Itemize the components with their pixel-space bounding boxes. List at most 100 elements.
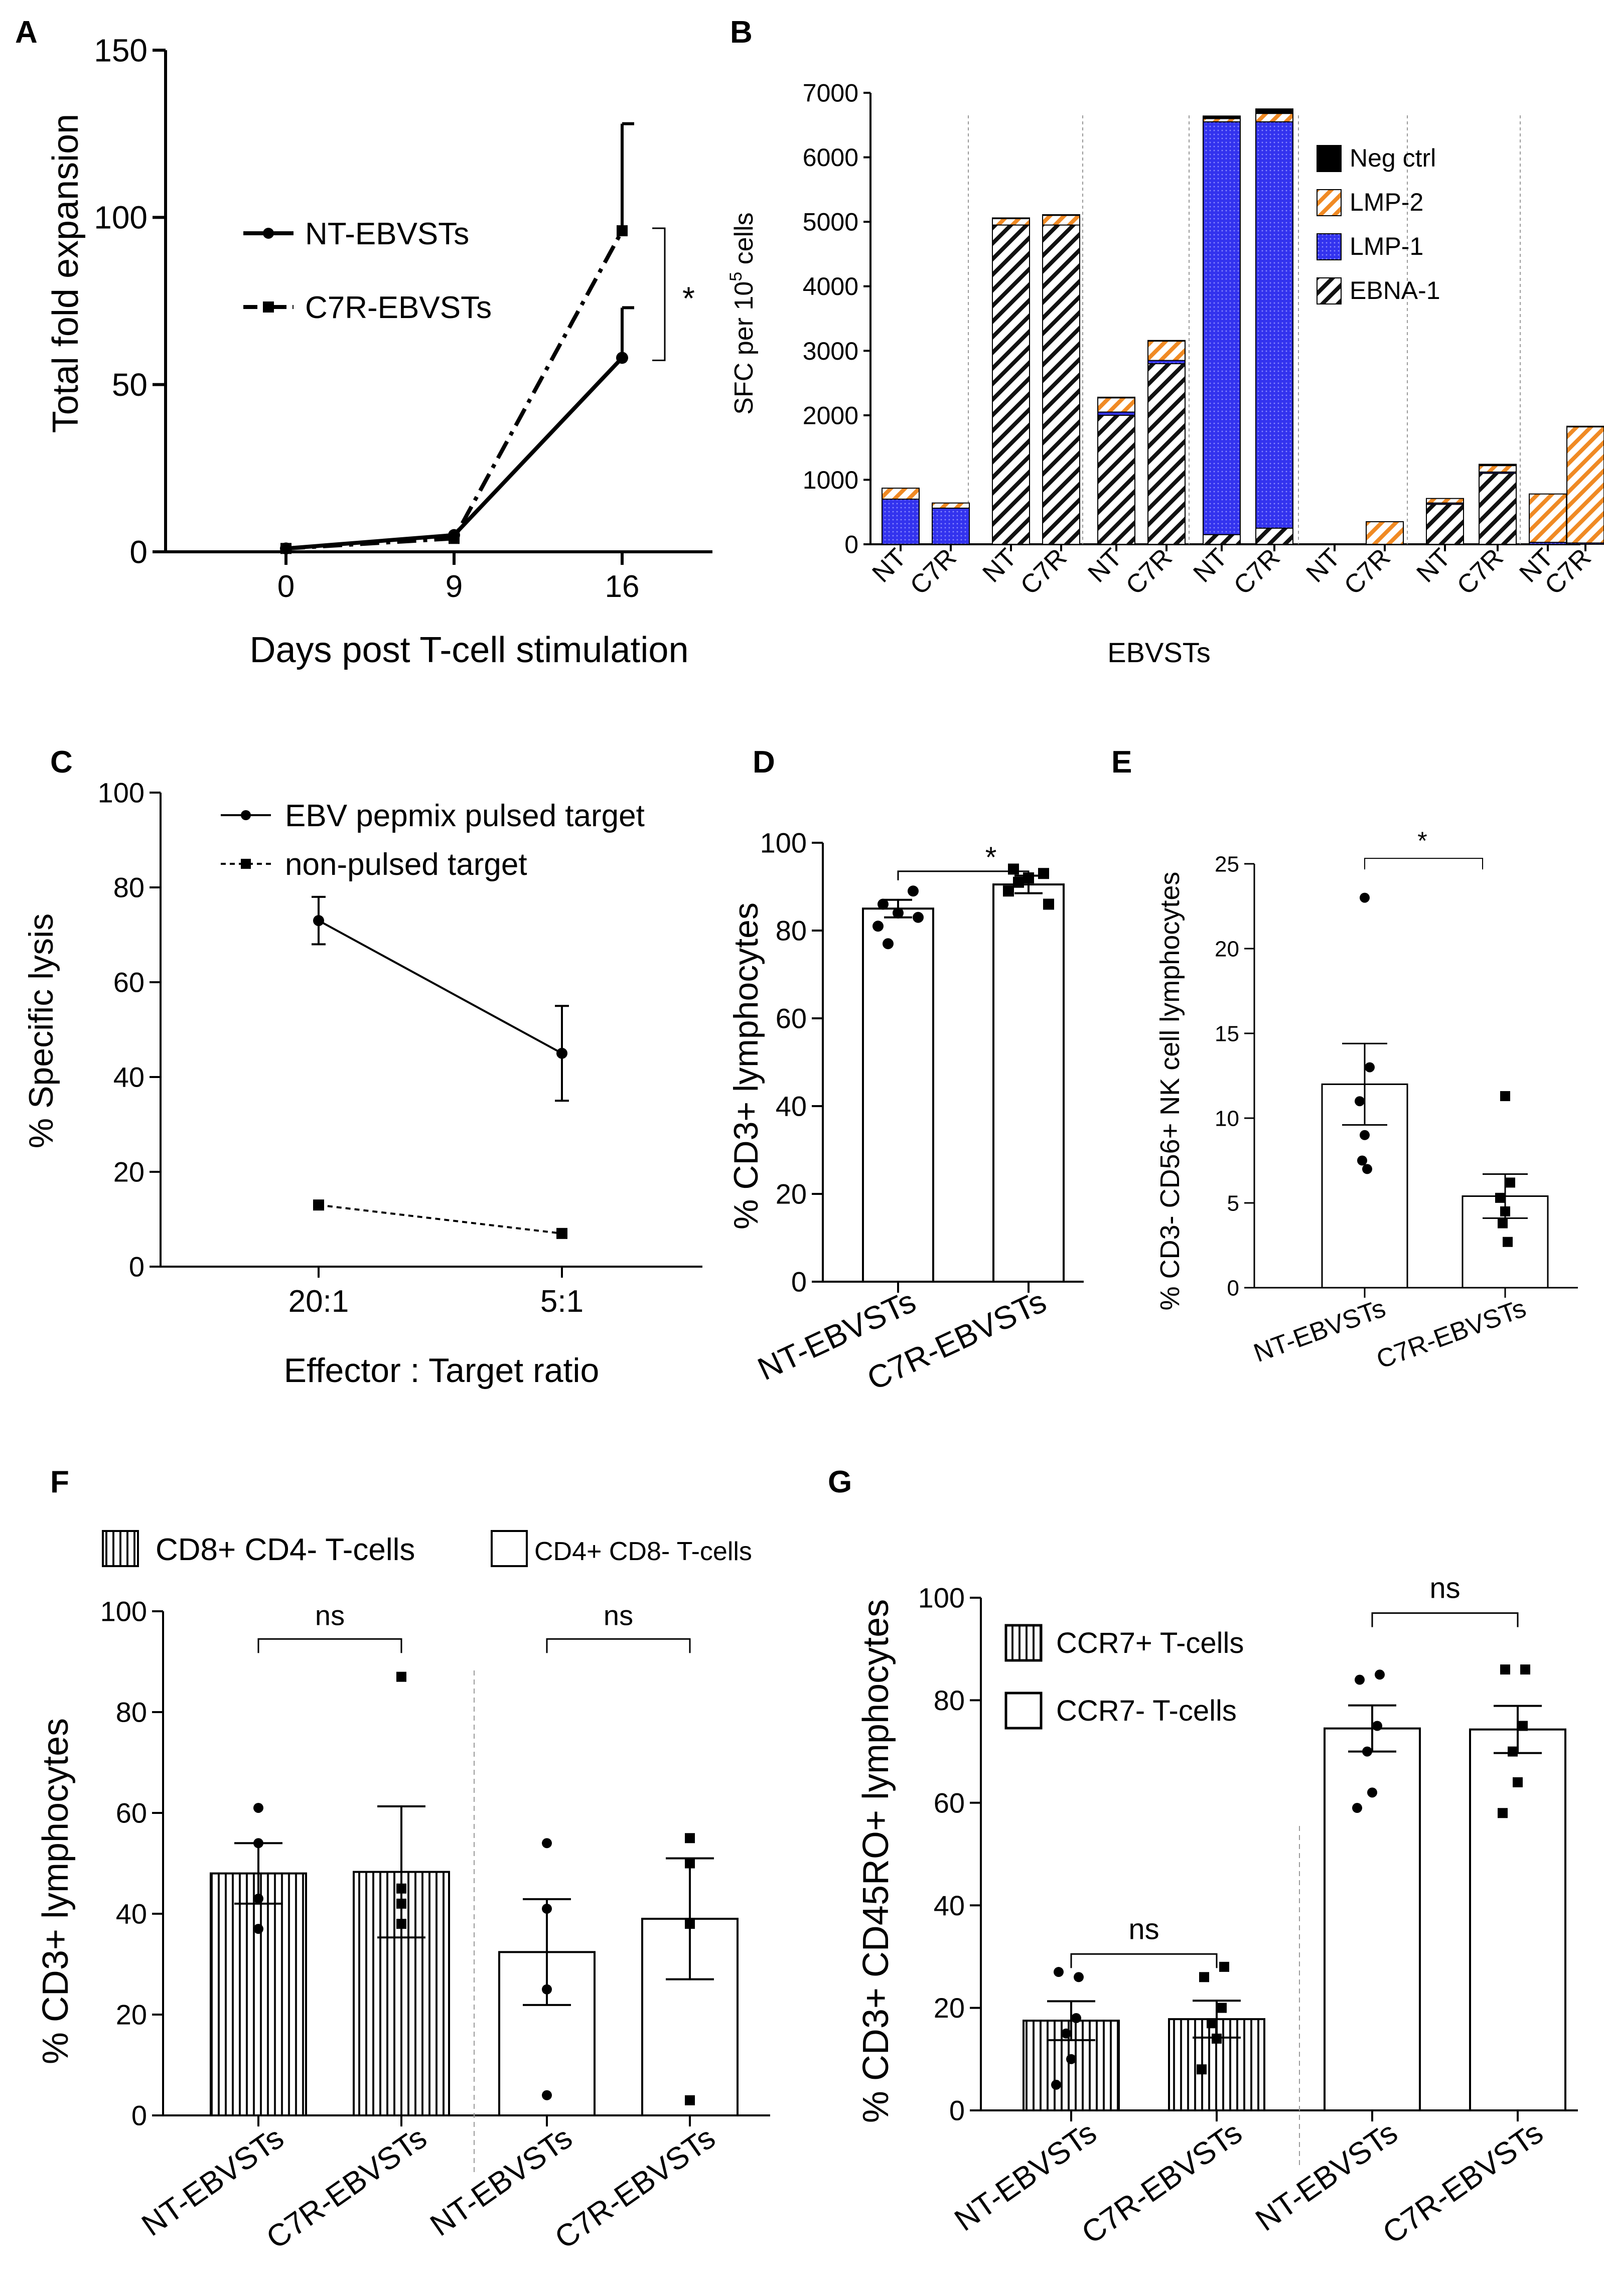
panel-f-significance: ns bbox=[315, 1599, 345, 1631]
panel-g-data-point bbox=[1051, 2079, 1061, 2090]
panel-g-data-point bbox=[1367, 1787, 1377, 1798]
panel-f-data-point bbox=[542, 1838, 552, 1849]
panel-d-ytick-label: 40 bbox=[776, 1091, 807, 1122]
panel-b-bar-segment bbox=[1255, 527, 1293, 545]
panel-c-point bbox=[556, 1047, 567, 1059]
panel-b-xtick-label: NT bbox=[1411, 543, 1456, 588]
panel-g-data-point bbox=[1066, 2054, 1076, 2064]
panel-e-data-point bbox=[1357, 1155, 1367, 1166]
panel-b-xtick-label: NT bbox=[1188, 543, 1233, 588]
panel-a-point bbox=[280, 543, 291, 554]
panel-e-ytick-label: 5 bbox=[1227, 1191, 1239, 1215]
panel-b-ylabel: SFC per 105 cells bbox=[726, 212, 759, 414]
panel-b-bar-segment bbox=[932, 502, 970, 509]
panel-g-bar bbox=[1324, 1727, 1421, 2112]
panel-g-data-point bbox=[1219, 1961, 1229, 1972]
panel-c-xtick-label: 5:1 bbox=[540, 1284, 584, 1319]
panel-letter-f: F bbox=[50, 1465, 69, 1499]
panel-b-bar-segment bbox=[1203, 534, 1241, 545]
panel-letter-a: A bbox=[15, 15, 38, 50]
panel-g-bar bbox=[1168, 2018, 1265, 2111]
panel-d-data-point bbox=[1038, 868, 1049, 879]
panel-g-data-point bbox=[1513, 1777, 1523, 1787]
panel-d-data-point bbox=[1043, 898, 1054, 910]
panel-a-legend-label: C7R-EBVSTs bbox=[305, 290, 492, 325]
panel-g-data-point bbox=[1498, 1808, 1508, 1818]
panel-c-series-line-1 bbox=[318, 1204, 562, 1235]
panel-b-bar-segment bbox=[1426, 498, 1464, 504]
panel-b-legend-swatch bbox=[1317, 277, 1342, 304]
panel-g-ytick-label: 80 bbox=[934, 1685, 965, 1716]
panel-a-legend-marker bbox=[263, 301, 274, 313]
panel-b-bar-segment bbox=[1566, 425, 1604, 428]
panel-b-ylabel-main: SFC per 10 bbox=[730, 281, 759, 415]
panel-d-bar bbox=[862, 907, 934, 1283]
panel-f-data-point bbox=[685, 1858, 695, 1869]
panel-b-legend-swatch bbox=[1317, 189, 1342, 216]
panel-c-series-line-0 bbox=[318, 920, 562, 1054]
panel-b-ytick-label: 4000 bbox=[803, 272, 858, 300]
panel-b-ytick-label: 7000 bbox=[803, 79, 858, 107]
panel-b-ytick-label: 1000 bbox=[803, 466, 858, 494]
panel-b-bar-segment bbox=[992, 218, 1030, 226]
panel-d-data-point bbox=[872, 921, 884, 932]
panel-f-legend-swatch bbox=[491, 1530, 528, 1567]
panel-f-ytick-label: 0 bbox=[131, 2100, 147, 2131]
panel-e-ytick-label: 25 bbox=[1215, 852, 1239, 876]
panel-e-data-point bbox=[1500, 1206, 1510, 1216]
panel-g-ytick-label: 40 bbox=[934, 1890, 965, 1921]
panel-g-legend-swatch bbox=[1004, 1692, 1043, 1730]
panel-a-ytick-label: 150 bbox=[94, 32, 148, 68]
panel-e-ylabel: % CD3- CD56+ NK cell lymphocytes bbox=[1155, 872, 1185, 1311]
panel-b-bar-segment bbox=[1479, 465, 1517, 473]
panel-e-data-point bbox=[1498, 1218, 1508, 1229]
panel-e-data-point bbox=[1500, 1091, 1510, 1102]
panel-c-ytick-label: 100 bbox=[98, 777, 144, 809]
panel-e-ytick-label: 0 bbox=[1227, 1276, 1239, 1300]
panel-f-data-point bbox=[542, 2090, 552, 2100]
panel-g-data-point bbox=[1054, 1967, 1064, 1977]
panel-e-ytick-label: 20 bbox=[1215, 937, 1239, 961]
panel-letter-g: G bbox=[828, 1465, 852, 1499]
panel-b-bar-segment bbox=[1097, 397, 1135, 413]
panel-c-ytick-label: 20 bbox=[113, 1156, 144, 1188]
panel-c-ytick-label: 0 bbox=[129, 1251, 144, 1283]
panel-b-bar-segment bbox=[882, 488, 920, 500]
panel-b-legend-label: LMP-2 bbox=[1350, 188, 1423, 216]
panel-b-xtick-label: C7R bbox=[1120, 543, 1178, 600]
panel-b-xtick-label: NT bbox=[1082, 543, 1127, 588]
panel-c-ytick-label: 60 bbox=[113, 967, 144, 998]
panel-d-significance: * bbox=[985, 841, 997, 874]
panel-b-bar-segment bbox=[1479, 473, 1517, 545]
panel-d-data-point bbox=[913, 911, 924, 923]
panel-a-xtick-label: 0 bbox=[277, 569, 295, 604]
panel-b-legend-swatch bbox=[1317, 233, 1342, 260]
panel-f-data-point bbox=[542, 1984, 552, 1995]
panel-a-ytick-label: 100 bbox=[94, 200, 148, 236]
panel-g-ytick-label: 20 bbox=[934, 1992, 965, 2024]
panel-f-data-point bbox=[396, 1898, 406, 1909]
panel-e-significance: * bbox=[1417, 827, 1427, 855]
panel-b-legend-label: Neg ctrl bbox=[1350, 144, 1436, 172]
panel-b-ytick-label: 3000 bbox=[803, 337, 858, 365]
panel-b-bar-segment bbox=[1255, 113, 1293, 122]
panel-a-ytick-label: 0 bbox=[129, 534, 148, 570]
panel-b-bar-segment bbox=[1255, 121, 1293, 529]
panel-f-legend-label: CD8+ CD4- T-cells bbox=[156, 1533, 415, 1567]
panel-e-data-point bbox=[1495, 1192, 1505, 1203]
panel-b-bar-segment bbox=[1097, 414, 1135, 545]
panel-b-bar-segment bbox=[1097, 396, 1135, 399]
panel-c-point bbox=[556, 1228, 567, 1239]
panel-letter-b: B bbox=[730, 15, 753, 50]
panel-f-ytick-label: 80 bbox=[116, 1697, 147, 1728]
panel-a-point bbox=[449, 533, 460, 544]
panel-b-legend-label: LMP-1 bbox=[1350, 232, 1423, 260]
panel-g-xtick-label: C7R-EBVSTs bbox=[1076, 2115, 1248, 2251]
panel-f-significance-bracket bbox=[257, 1638, 402, 1653]
panel-g-significance-bracket bbox=[1371, 1612, 1519, 1627]
panel-f-data-point bbox=[253, 1924, 263, 1934]
panel-e-data-point bbox=[1360, 892, 1370, 903]
panel-d-ytick-label: 0 bbox=[791, 1266, 807, 1298]
panel-c-xlabel: Effector : Target ratio bbox=[284, 1351, 600, 1390]
